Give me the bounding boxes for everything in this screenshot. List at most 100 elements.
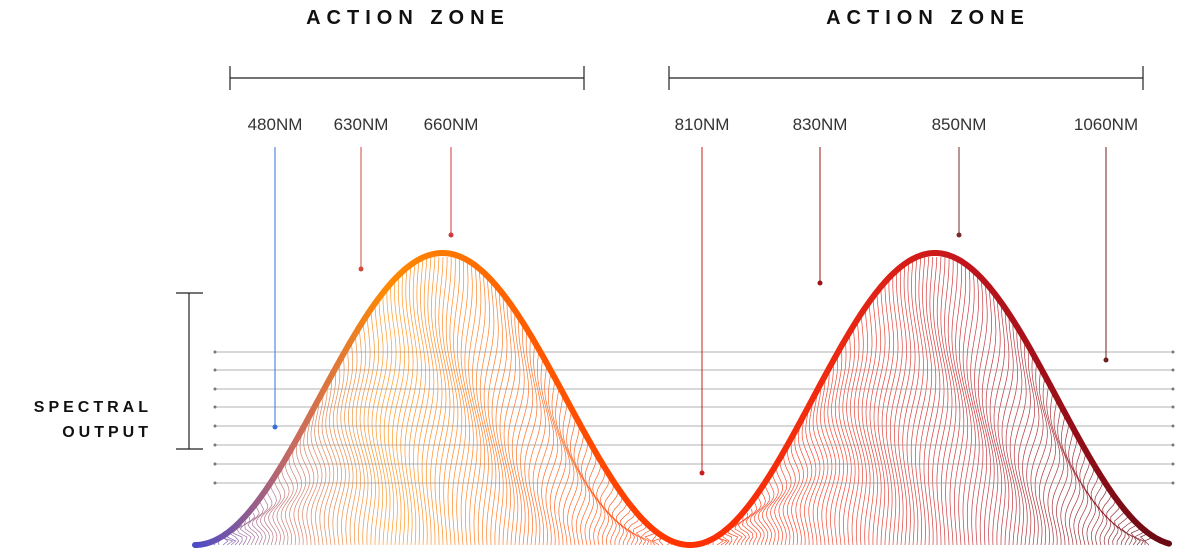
wave-strand	[387, 280, 401, 546]
wave-strand	[611, 492, 624, 546]
wave-strand	[955, 264, 969, 546]
wave-strand	[541, 364, 555, 546]
leader-dot	[956, 232, 962, 238]
wave-strand	[442, 257, 455, 546]
leader-dot	[817, 280, 823, 286]
wave-strand	[413, 260, 426, 546]
wave-strand	[1030, 364, 1044, 546]
wave-strand	[816, 384, 829, 546]
wave-strand	[603, 480, 617, 546]
wave-strand	[993, 304, 1006, 545]
wave-strand	[853, 316, 867, 546]
wave-strand	[923, 256, 937, 546]
wave-strand	[268, 476, 282, 546]
side-label: OUTPUT	[62, 424, 152, 441]
wave-strand	[737, 512, 750, 546]
wave-strand	[831, 356, 844, 546]
leader-dot	[272, 424, 278, 430]
wave-strand	[885, 277, 899, 546]
wave-strand	[1056, 408, 1069, 546]
wave-strand	[359, 316, 373, 546]
wavelength-label: 660NM	[424, 115, 479, 134]
wave-strand	[889, 272, 903, 546]
wavelength-label: 850NM	[932, 115, 987, 134]
wave-strand	[944, 256, 957, 546]
wave-strand	[581, 440, 594, 546]
wave-strand	[434, 256, 447, 545]
wave-strand	[842, 336, 856, 546]
reference-dot	[1171, 443, 1175, 447]
wave-strand	[367, 304, 380, 545]
wave-strand	[861, 304, 875, 546]
wave-strand	[782, 444, 796, 546]
wave-strand	[520, 332, 534, 546]
wave-strand	[325, 376, 339, 546]
wave-strand	[1071, 436, 1085, 546]
wave-strand	[1139, 532, 1150, 545]
wave-strand	[804, 408, 817, 546]
wave-strand	[873, 288, 886, 546]
wave-strand	[1047, 392, 1061, 546]
wave-strand	[623, 508, 636, 546]
wave-strand	[276, 464, 290, 546]
wave-strand	[947, 256, 961, 546]
wave-strand	[927, 256, 941, 546]
side-label: SPECTRAL	[34, 399, 152, 416]
reference-dot	[213, 424, 217, 428]
reference-dot	[1171, 462, 1175, 466]
wave-strand	[1038, 376, 1052, 546]
wave-strand	[355, 324, 369, 546]
wave-strand	[483, 280, 497, 546]
wave-strand	[1022, 348, 1036, 546]
wave-strand	[264, 484, 277, 546]
strands	[209, 256, 1154, 546]
wave-strand	[314, 400, 327, 546]
reference-dot	[213, 405, 217, 409]
wave-strand	[329, 372, 342, 546]
wave-strand	[857, 308, 871, 546]
wave-strand	[749, 496, 762, 546]
wave-strand	[479, 276, 493, 546]
wave-strand	[827, 364, 841, 546]
reference-dot	[1171, 368, 1175, 372]
wave-strand	[823, 368, 837, 546]
zone-title: ACTION ZONE	[826, 7, 1030, 29]
wave-strand	[306, 416, 319, 546]
wave-strand	[244, 512, 256, 546]
wave-strand	[1026, 356, 1040, 546]
wave-strand	[430, 256, 443, 545]
wave-strand	[881, 281, 895, 546]
wave-strand	[762, 476, 775, 546]
wave-strand	[317, 392, 331, 546]
wave-strand	[499, 301, 512, 546]
wave-strand	[989, 296, 1002, 546]
wavelength-label: 810NM	[675, 115, 730, 134]
wave-strand	[573, 424, 587, 546]
wave-strand	[247, 504, 260, 546]
wave-strand	[812, 392, 825, 546]
wave-strand	[985, 292, 999, 546]
wave-strand	[280, 456, 294, 546]
wave-strand	[584, 444, 598, 546]
wave-strand	[1060, 416, 1073, 546]
wave-strand	[421, 256, 435, 546]
wave-strand	[1034, 368, 1048, 546]
wave-strand	[906, 260, 920, 546]
wave-strand	[834, 348, 848, 546]
wave-strand	[745, 500, 758, 546]
wavelength-label: 480NM	[248, 115, 303, 134]
wave-strand	[503, 304, 516, 546]
wave-strand	[570, 416, 583, 546]
wave-strand	[940, 256, 953, 546]
wave-strand	[351, 328, 365, 546]
wave-strand	[545, 372, 559, 546]
reference-dot	[213, 387, 217, 391]
leader-dot	[699, 470, 705, 476]
wave-strand	[1117, 512, 1130, 546]
wave-strand	[259, 488, 273, 546]
leader-dot	[1103, 357, 1109, 363]
wave-strand	[766, 472, 779, 546]
wave-strand	[332, 364, 346, 546]
wavelength-label: 830NM	[793, 115, 848, 134]
